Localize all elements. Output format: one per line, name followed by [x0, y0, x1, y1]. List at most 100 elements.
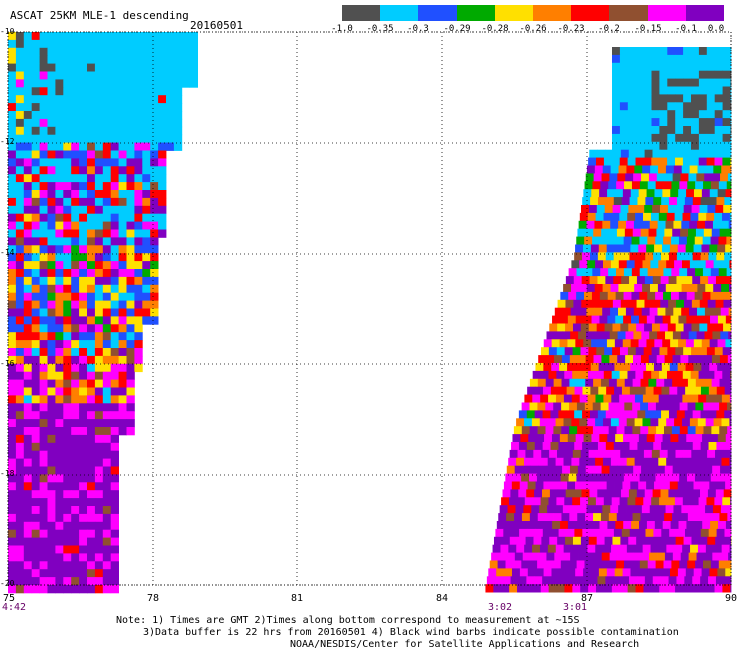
swath-cell — [15, 363, 25, 373]
swath-cell — [716, 252, 725, 261]
swath-cell — [666, 260, 675, 269]
swath-cell — [79, 379, 88, 388]
swath-cell — [79, 395, 88, 404]
swath-cell — [716, 197, 725, 206]
swath-cell — [585, 465, 595, 474]
swath-cell — [721, 284, 730, 293]
swath-cell — [560, 521, 569, 530]
swath-cell — [118, 95, 127, 104]
swath-cell — [627, 584, 636, 593]
swath-cell — [94, 118, 104, 128]
swath-cell — [31, 229, 40, 238]
swath-cell — [667, 157, 676, 166]
swath-cell — [653, 442, 662, 451]
swath-cell — [667, 86, 676, 95]
swath-cell — [142, 221, 151, 230]
swath-cell — [23, 577, 33, 586]
swath-cell — [671, 473, 680, 482]
swath-cell — [708, 252, 717, 261]
swath-cell — [610, 220, 619, 230]
swath-cell — [615, 315, 624, 324]
swath-cell — [23, 300, 33, 309]
swath-cell — [94, 466, 104, 475]
swath-cell — [724, 386, 732, 395]
swath-cell — [94, 529, 104, 538]
swath-cell — [31, 340, 40, 349]
swath-cell — [47, 103, 56, 112]
swath-cell — [63, 245, 72, 254]
swath-cell — [667, 536, 677, 546]
swath-cell — [63, 174, 72, 183]
swath-cell — [632, 402, 641, 411]
swath-cell — [529, 402, 538, 411]
swath-cell — [63, 482, 72, 491]
swath-cell — [110, 276, 119, 286]
swath-cell — [722, 584, 731, 593]
swath-cell — [23, 166, 33, 175]
swath-cell — [635, 141, 644, 151]
swath-cell — [79, 111, 88, 120]
swath-cell — [102, 166, 112, 175]
swath-cell — [576, 236, 585, 245]
swath-cell — [654, 315, 664, 324]
swath-cell — [87, 498, 96, 507]
swath-cell — [630, 568, 639, 577]
swath-cell — [711, 378, 720, 388]
swath-cell — [87, 79, 96, 88]
swath-cell — [622, 339, 632, 348]
swath-cell — [654, 434, 663, 443]
swath-cell — [79, 348, 88, 357]
swath-cell — [55, 39, 64, 49]
swath-cell — [23, 482, 33, 491]
swath-cell — [94, 87, 104, 96]
swath-cell — [589, 149, 598, 158]
swath-cell — [714, 47, 723, 56]
swath-cell — [705, 220, 714, 230]
swath-cell — [644, 323, 653, 332]
swath-cell — [166, 142, 175, 151]
swath-cell — [94, 63, 104, 72]
swath-cell — [656, 465, 666, 474]
swath-cell — [94, 387, 104, 396]
swath-cell — [126, 316, 135, 325]
swath-cell — [31, 150, 40, 159]
swath-cell — [621, 528, 631, 538]
swath-cell — [602, 457, 612, 467]
swath-cell — [55, 237, 64, 246]
swath-cell — [71, 340, 80, 349]
swath-cell — [700, 276, 709, 285]
swath-cell — [642, 260, 651, 269]
swath-cell — [525, 536, 534, 546]
swath-cell — [645, 252, 654, 261]
swath-cell — [79, 182, 88, 191]
swath-cell — [134, 324, 143, 333]
swath-cell — [47, 269, 56, 278]
swath-cell — [126, 190, 135, 199]
swath-cell — [698, 86, 708, 95]
swath-cell — [627, 54, 637, 64]
swath-cell — [683, 94, 692, 103]
swath-cell — [94, 166, 104, 175]
swath-cell — [8, 142, 17, 151]
swath-cell — [506, 552, 516, 561]
swath-cell — [39, 245, 48, 254]
swath-cell — [578, 284, 588, 293]
swath-cell — [654, 568, 663, 577]
swath-cell — [596, 347, 605, 356]
swath-cell — [8, 577, 17, 586]
swath-cell — [641, 331, 650, 340]
swath-cell — [538, 552, 547, 561]
swath-cell — [643, 70, 652, 79]
swath-cell — [597, 299, 606, 309]
swath-cell — [110, 450, 119, 459]
swath-cell — [158, 55, 167, 64]
swath-cell — [676, 299, 685, 309]
swath-cell — [102, 55, 112, 64]
swath-cell — [587, 497, 597, 506]
swath-cell — [158, 197, 167, 207]
scale-label: -0.28 — [481, 24, 509, 34]
swath-cell — [729, 457, 732, 467]
swath-cell — [691, 118, 700, 127]
swath-cell — [15, 182, 25, 191]
swath-cell — [134, 197, 143, 207]
